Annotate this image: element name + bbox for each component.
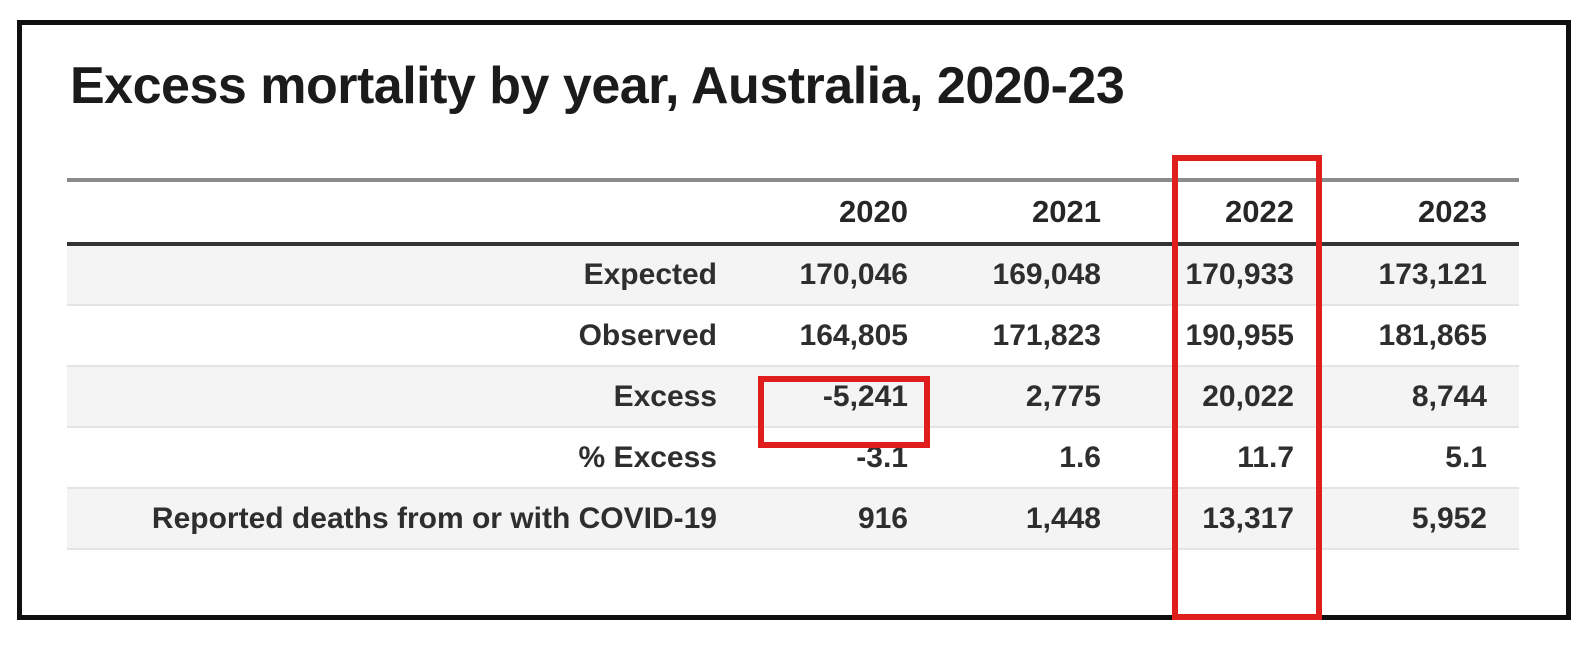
table-row: Observed 164,805 171,823 190,955 181,865 bbox=[67, 305, 1519, 366]
table-row: Expected 170,046 169,048 170,933 173,121 bbox=[67, 244, 1519, 305]
cell-2021: 1.6 bbox=[1059, 440, 1101, 474]
cell-2023: 5.1 bbox=[1445, 440, 1487, 474]
header-row: 2020 2021 2022 2023 bbox=[67, 178, 1519, 246]
header-year-2021: 2021 bbox=[940, 178, 1133, 246]
header-empty-cell bbox=[67, 178, 747, 246]
row-label: Expected bbox=[583, 258, 717, 291]
cell-2022: 11.7 bbox=[1237, 440, 1294, 474]
figure-border-frame bbox=[17, 20, 1571, 620]
header-year-2023: 2023 bbox=[1326, 178, 1519, 246]
cell-2023: 173,121 bbox=[1378, 258, 1487, 291]
table-row: % Excess -3.1 1.6 11.7 5.1 bbox=[67, 427, 1519, 488]
cell-2022: 13,317 bbox=[1202, 501, 1294, 535]
cell-2023: 5,952 bbox=[1411, 501, 1487, 535]
cell-2021: 2,775 bbox=[1025, 379, 1101, 413]
cell-2022: 190,955 bbox=[1185, 318, 1294, 352]
table-row: Reported deaths from or with COVID-19 91… bbox=[67, 488, 1519, 549]
row-label: Observed bbox=[578, 318, 717, 352]
header-year-2022: 2022 bbox=[1133, 178, 1326, 246]
cell-2021: 171,823 bbox=[992, 318, 1101, 352]
row-label: Reported deaths from or with COVID-19 bbox=[151, 501, 717, 535]
table-row: Excess -5,241 2,775 20,022 8,744 bbox=[67, 366, 1519, 427]
cell-2023: 181,865 bbox=[1378, 318, 1487, 352]
cell-2020: -3.1 bbox=[856, 440, 908, 474]
row-label: Excess bbox=[613, 379, 717, 413]
cell-2022: 20,022 bbox=[1202, 379, 1294, 413]
cell-2020: 916 bbox=[857, 501, 908, 535]
cell-2020: -5,241 bbox=[822, 379, 908, 413]
cell-2021: 169,048 bbox=[992, 258, 1101, 291]
excess-mortality-table: 2020 2021 2022 2023 Expected 170,046 169… bbox=[67, 178, 1519, 550]
cell-2020: 170,046 bbox=[799, 258, 908, 291]
cell-2021: 1,448 bbox=[1025, 501, 1101, 535]
figure-title: Excess mortality by year, Australia, 202… bbox=[70, 57, 1125, 115]
cell-2020: 164,805 bbox=[799, 318, 908, 352]
row-label: % Excess bbox=[578, 440, 717, 474]
table-body: Expected 170,046 169,048 170,933 173,121… bbox=[67, 244, 1519, 549]
cell-2023: 8,744 bbox=[1411, 379, 1487, 413]
cell-2022: 170,933 bbox=[1185, 258, 1294, 291]
header-year-2020: 2020 bbox=[747, 178, 940, 246]
